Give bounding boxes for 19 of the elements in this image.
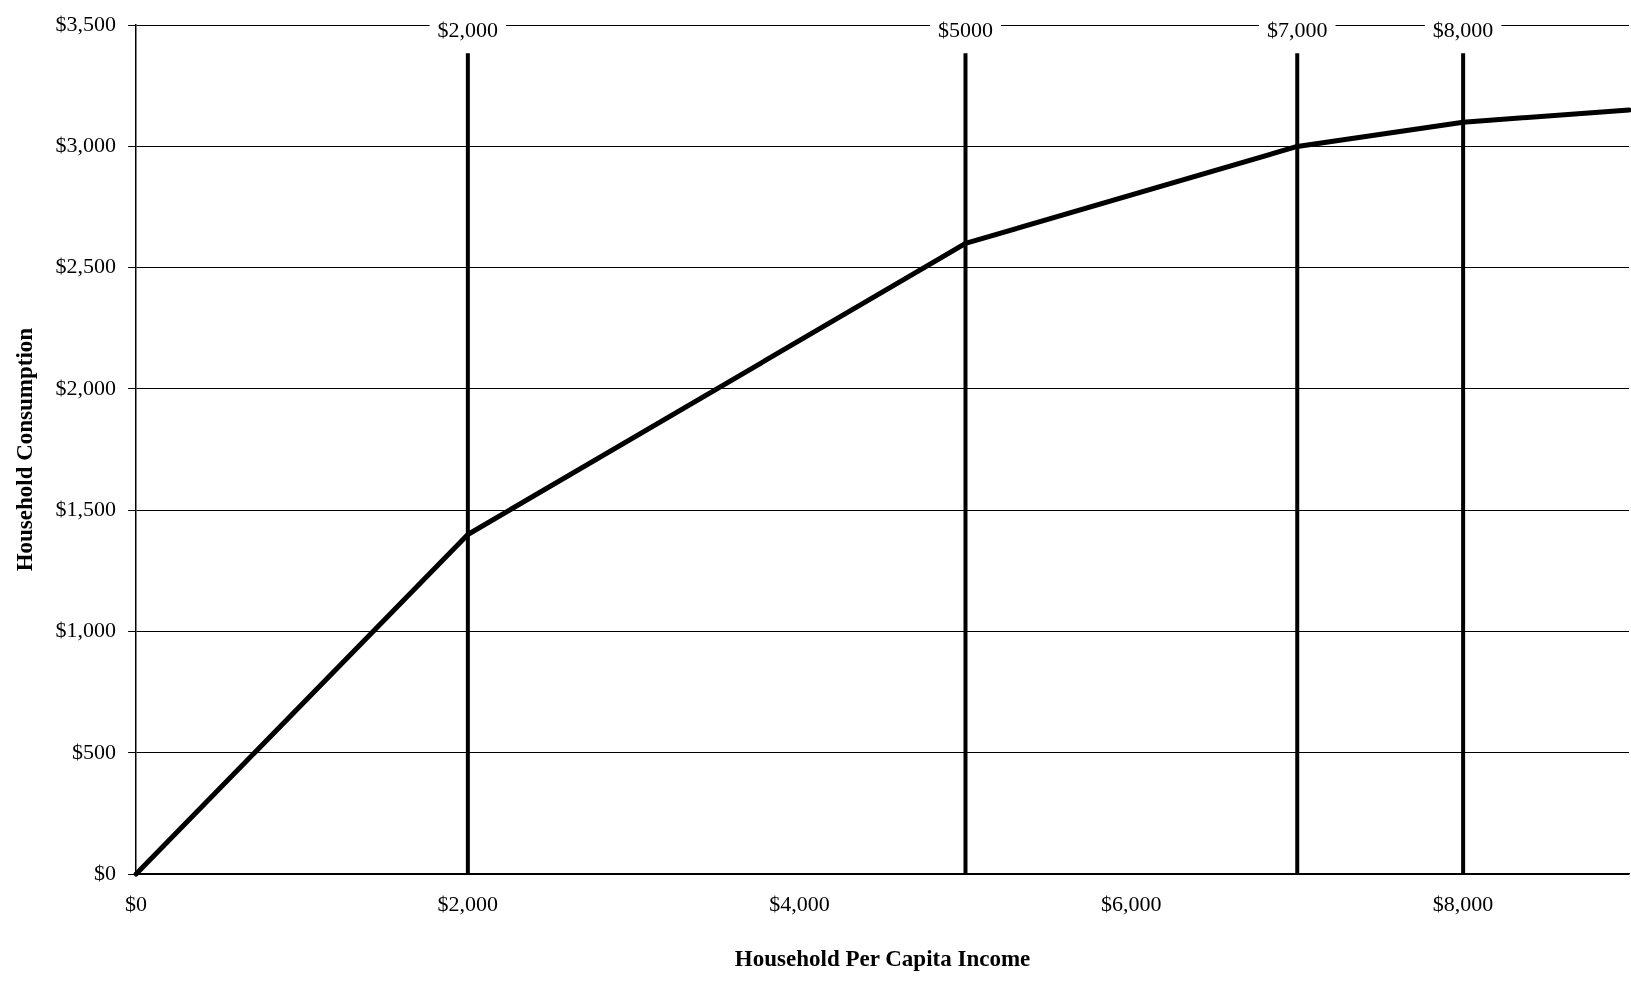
x-tick-label: $0 bbox=[125, 890, 148, 916]
y-tick-label: $500 bbox=[72, 738, 117, 764]
x-tick-label: $2,000 bbox=[437, 890, 499, 916]
y-tick-label: $2,000 bbox=[55, 374, 117, 400]
x-tick-label: $8,000 bbox=[1432, 890, 1494, 916]
y-tick-label: $1,000 bbox=[55, 617, 117, 643]
x-tick-label: $4,000 bbox=[769, 890, 830, 916]
x-tick-label: $6,000 bbox=[1101, 890, 1162, 916]
ref-line-label: $2,000 bbox=[437, 16, 499, 42]
y-axis-title: Household Consumption bbox=[11, 327, 37, 572]
y-tick-label: $2,500 bbox=[55, 253, 117, 279]
y-tick-label: $1,500 bbox=[55, 496, 117, 522]
x-axis-title: Household Per Capita Income bbox=[734, 946, 1031, 972]
ref-line-label: $5000 bbox=[937, 16, 993, 42]
y-tick-label: $3,000 bbox=[55, 132, 117, 158]
y-tick-label: $0 bbox=[94, 859, 117, 885]
ref-line-label: $7,000 bbox=[1266, 16, 1328, 42]
y-tick-label: $3,500 bbox=[55, 10, 117, 36]
ref-line-label: $8,000 bbox=[1432, 16, 1494, 42]
